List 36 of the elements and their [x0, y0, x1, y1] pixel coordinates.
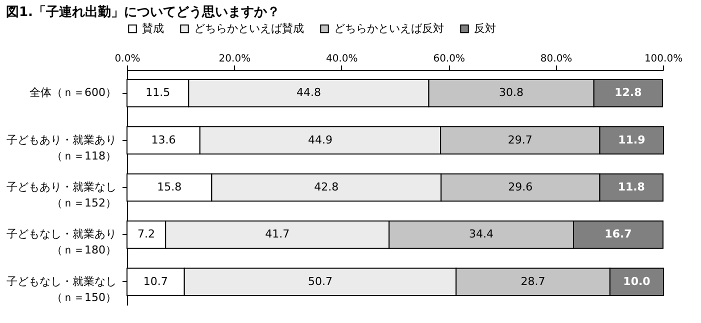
y-tick-label: 全体（ｎ＝600）: [30, 86, 116, 100]
x-tick-label: 100.0%: [644, 54, 683, 64]
legend-label: どちらかといえば賛成: [194, 22, 304, 35]
text: 16.7: [604, 228, 632, 241]
text: 13.6: [151, 133, 176, 146]
y-tick-label: 子どもなし・就業あり（ｎ＝180）: [6, 228, 116, 257]
text: 10.0: [623, 274, 650, 288]
legend-label: 賛成: [142, 22, 164, 35]
text: 10.7: [143, 274, 168, 288]
text: 29.7: [508, 133, 532, 146]
x-tick-label: 20.0%: [218, 54, 251, 64]
text: 11.9: [618, 133, 646, 146]
y-tick-label: 子どもあり・就業なし（ｎ＝152）: [6, 180, 116, 210]
x-tick-label: 80.0%: [540, 54, 572, 64]
text: 12.8: [614, 86, 642, 100]
text: 41.7: [265, 228, 290, 241]
text: 11.8: [618, 180, 645, 194]
legend-label: 反対: [474, 22, 496, 35]
text: 44.8: [296, 86, 321, 100]
text: 42.8: [314, 180, 339, 194]
x-tick-label: 0.0%: [114, 54, 140, 64]
y-tick-label: 子どもなし・就業なし（ｎ＝150）: [6, 274, 116, 304]
text: 11.5: [146, 86, 170, 100]
text: 44.9: [308, 133, 332, 146]
text: 29.6: [508, 180, 533, 194]
text: 50.7: [308, 274, 332, 288]
y-tick-label: 子どもあり・就業あり（ｎ＝118）: [6, 133, 116, 162]
text: 28.7: [520, 274, 546, 288]
text: 7.2: [138, 228, 156, 241]
text: 15.8: [157, 180, 182, 194]
chart-title: 図1.「子連れ出勤」についてどう思いますか？: [6, 5, 280, 20]
text: 30.8: [499, 86, 524, 100]
x-tick-label: 60.0%: [433, 54, 465, 64]
legend-label: どちらかといえば反対: [334, 22, 444, 35]
x-tick-label: 40.0%: [326, 54, 358, 64]
text: 34.4: [469, 228, 494, 241]
